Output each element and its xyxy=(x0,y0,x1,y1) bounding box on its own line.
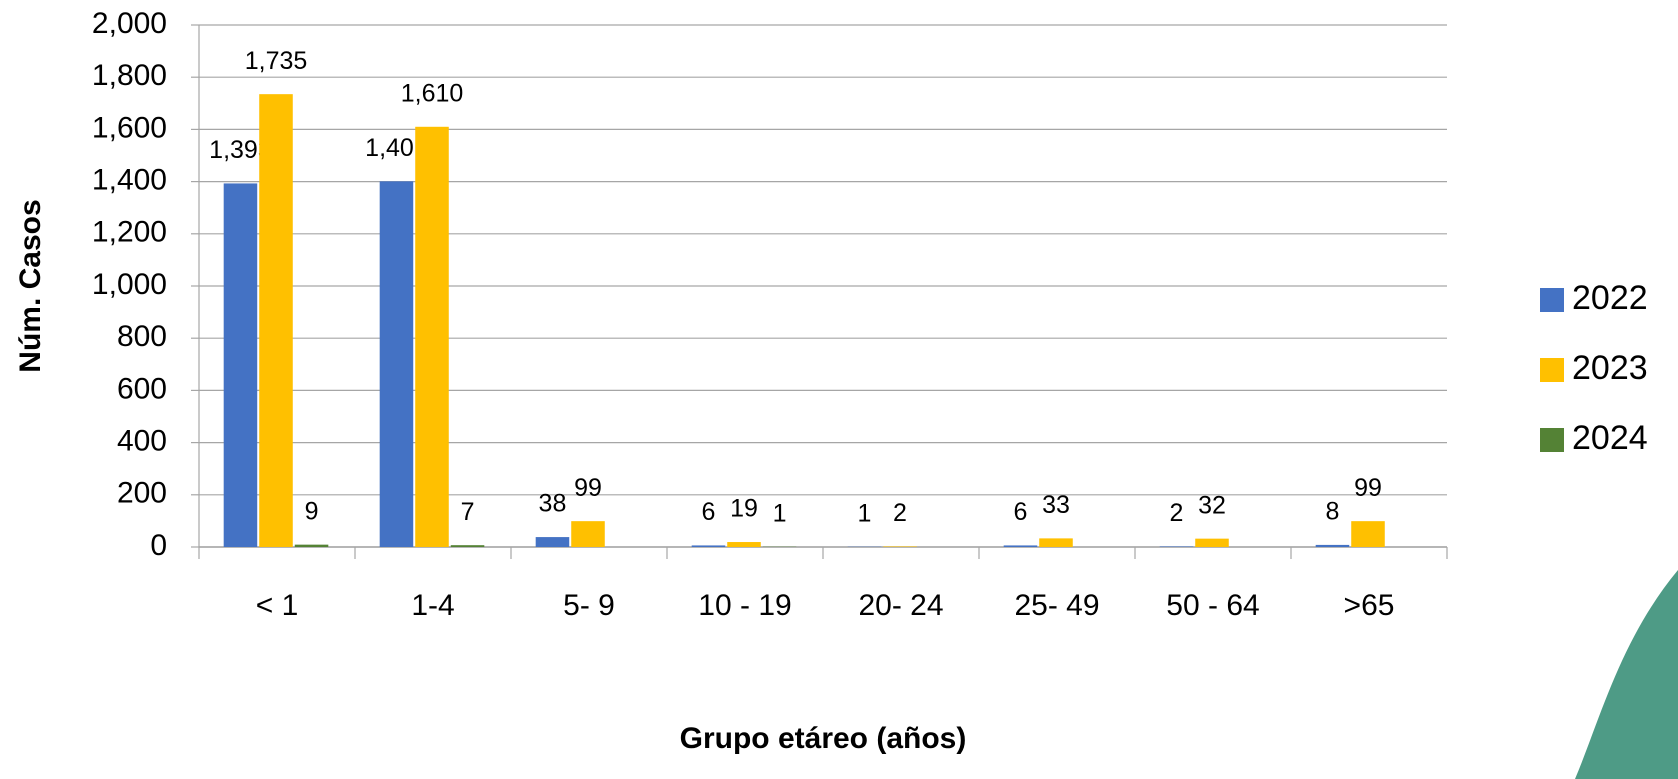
data-label: 19 xyxy=(730,495,758,523)
bar xyxy=(727,542,761,547)
legend-label: 2023 xyxy=(1572,349,1648,387)
y-tick-label: 2,000 xyxy=(92,7,167,40)
y-tick-label: 0 xyxy=(150,529,167,562)
data-label: 9 xyxy=(305,497,319,525)
x-axis-title: Grupo etáreo (años) xyxy=(680,722,967,755)
x-tick-label: 10 - 19 xyxy=(698,589,791,622)
x-tick-label: 25- 49 xyxy=(1014,589,1099,622)
x-tick-label: >65 xyxy=(1344,589,1395,622)
y-tick-label: 1,600 xyxy=(92,111,167,144)
bar xyxy=(535,537,570,547)
data-label: 2 xyxy=(893,499,907,527)
bar xyxy=(294,544,329,547)
data-label: 99 xyxy=(1354,474,1382,502)
y-tick-label: 1,400 xyxy=(92,164,167,197)
bar xyxy=(259,94,293,547)
y-tick-label: 600 xyxy=(117,372,167,405)
y-axis-title: Núm. Casos xyxy=(14,199,47,372)
y-tick-label: 1,200 xyxy=(92,216,167,249)
legend-swatch xyxy=(1540,288,1564,312)
bar xyxy=(379,181,414,548)
bar xyxy=(1003,545,1038,547)
x-tick-label: 5- 9 xyxy=(563,589,615,622)
y-tick-label: 1,800 xyxy=(92,59,167,92)
data-label: 38 xyxy=(539,490,567,518)
bar xyxy=(1039,538,1073,547)
data-label: 8 xyxy=(1326,498,1340,526)
x-tick-label: 20- 24 xyxy=(858,589,943,622)
data-label: 32 xyxy=(1198,491,1226,519)
legend-label: 2024 xyxy=(1572,419,1648,457)
data-label: 1 xyxy=(773,499,787,527)
bar xyxy=(450,545,485,547)
x-tick-label: 50 - 64 xyxy=(1166,589,1259,622)
data-label: 2 xyxy=(1170,499,1184,527)
bar xyxy=(1195,538,1229,547)
data-label: 1,610 xyxy=(401,79,464,107)
bar xyxy=(1351,521,1385,547)
bar xyxy=(1315,544,1350,547)
y-tick-label: 400 xyxy=(117,425,167,458)
data-label: 6 xyxy=(1014,498,1028,526)
y-tick-label: 800 xyxy=(117,320,167,353)
y-tick-label: 1,000 xyxy=(92,268,167,301)
legend-swatch xyxy=(1540,428,1564,452)
bar xyxy=(415,126,449,547)
y-tick-label: 200 xyxy=(117,477,167,510)
bar xyxy=(883,546,917,547)
data-label: 99 xyxy=(574,474,602,502)
data-label: 1 xyxy=(858,499,872,527)
legend-swatch xyxy=(1540,358,1564,382)
data-label: 33 xyxy=(1042,491,1070,519)
bar xyxy=(691,545,726,547)
x-tick-label: < 1 xyxy=(256,589,299,622)
legend-label: 2022 xyxy=(1572,279,1648,317)
bar xyxy=(223,183,258,547)
bar xyxy=(571,521,605,547)
bar xyxy=(1159,546,1194,547)
data-label: 7 xyxy=(461,498,475,526)
data-label: 1,735 xyxy=(245,47,308,75)
x-tick-label: 1-4 xyxy=(411,589,454,622)
decoration xyxy=(1575,570,1678,779)
data-label: 6 xyxy=(702,498,716,526)
